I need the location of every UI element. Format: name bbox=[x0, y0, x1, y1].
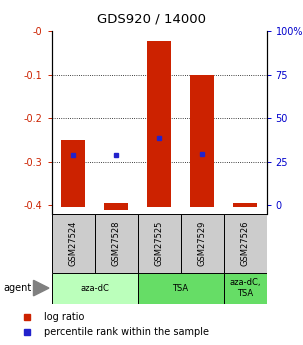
Bar bbox=[138, 214, 181, 273]
Bar bbox=[190, 75, 214, 207]
Bar bbox=[224, 273, 267, 304]
Bar bbox=[233, 203, 257, 207]
Text: GSM27524: GSM27524 bbox=[68, 220, 78, 266]
Text: aza-dC,
TSA: aza-dC, TSA bbox=[229, 278, 261, 298]
Bar bbox=[52, 214, 95, 273]
Text: percentile rank within the sample: percentile rank within the sample bbox=[44, 327, 209, 337]
Text: TSA: TSA bbox=[172, 284, 189, 293]
Bar bbox=[147, 41, 171, 207]
Bar bbox=[224, 214, 267, 273]
Bar bbox=[61, 140, 85, 207]
Bar bbox=[52, 273, 138, 304]
Text: GDS920 / 14000: GDS920 / 14000 bbox=[97, 12, 206, 25]
Text: GSM27525: GSM27525 bbox=[155, 220, 164, 266]
Text: aza-dC: aza-dC bbox=[80, 284, 109, 293]
Text: GSM27529: GSM27529 bbox=[198, 220, 207, 266]
Bar bbox=[95, 214, 138, 273]
Polygon shape bbox=[34, 280, 49, 296]
Bar bbox=[181, 214, 224, 273]
Bar bbox=[138, 273, 224, 304]
Text: GSM27528: GSM27528 bbox=[112, 220, 121, 266]
Text: log ratio: log ratio bbox=[44, 312, 85, 322]
Text: agent: agent bbox=[3, 283, 31, 293]
Text: GSM27526: GSM27526 bbox=[241, 220, 250, 266]
Bar bbox=[104, 203, 128, 210]
